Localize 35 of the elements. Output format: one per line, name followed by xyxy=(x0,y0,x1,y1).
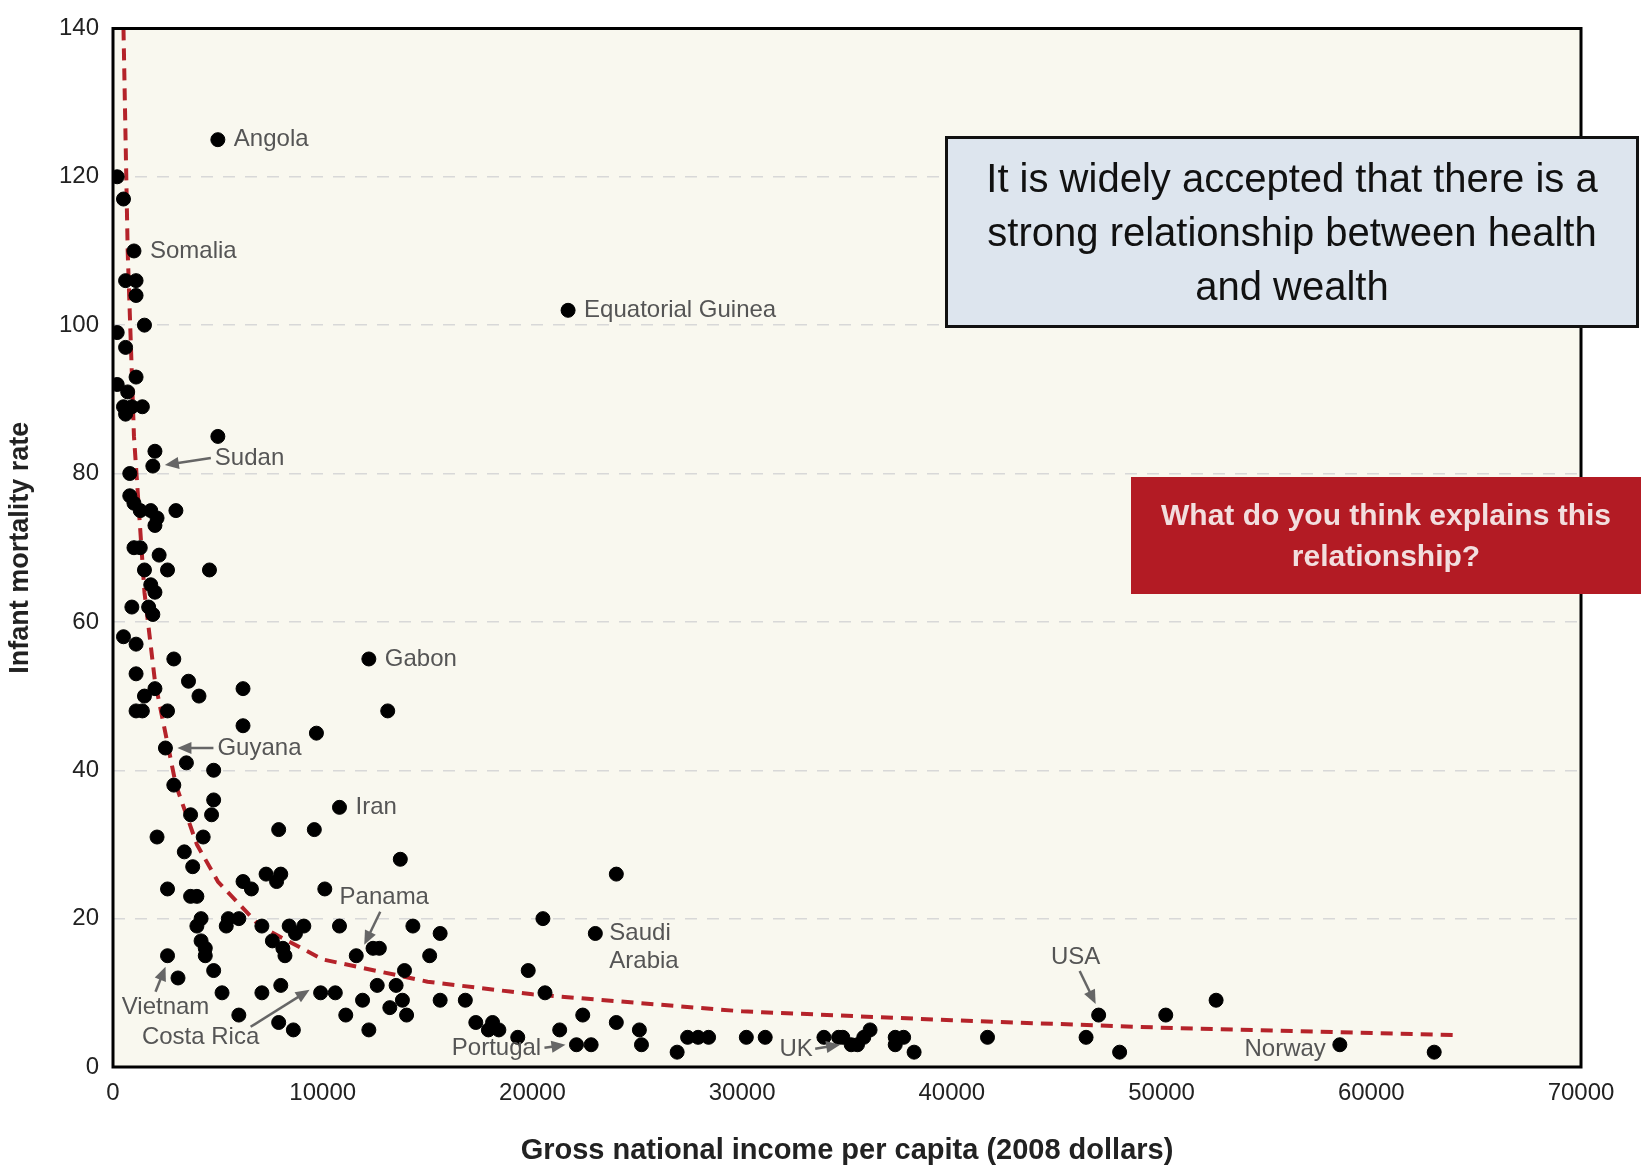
y-tick-label: 40 xyxy=(72,754,99,782)
x-tick-label: 0 xyxy=(106,1078,120,1106)
annotation: Somalia xyxy=(149,235,238,263)
annotation: What do you think explains this relationship? xyxy=(1131,477,1641,594)
annotation: Guyana xyxy=(217,732,303,760)
x-tick-label: 20000 xyxy=(499,1078,566,1106)
y-tick-label: 0 xyxy=(85,1051,99,1079)
y-tick-label: 80 xyxy=(72,458,99,486)
annotation: Saudi Arabia xyxy=(609,918,680,974)
annotation: Gabon xyxy=(384,643,457,671)
annotation: Costa Rica xyxy=(141,1022,260,1050)
annotation: Sudan xyxy=(214,442,285,470)
y-axis-title: Infant mortality rate xyxy=(3,421,34,674)
annotation: Iran xyxy=(355,791,397,819)
annotation: UK xyxy=(779,1034,813,1062)
y-tick-label: 60 xyxy=(72,606,99,634)
annotation: Equatorial Guinea xyxy=(584,294,777,322)
annotation: Vietnam xyxy=(121,992,210,1020)
y-tick-label: 140 xyxy=(58,13,99,41)
x-tick-label: 70000 xyxy=(1547,1078,1615,1106)
x-tick-label: 50000 xyxy=(1128,1078,1195,1106)
x-tick-label: 60000 xyxy=(1337,1078,1405,1106)
y-tick-label: 100 xyxy=(58,309,99,337)
y-tick-label: 120 xyxy=(58,161,99,189)
y-tick-label: 20 xyxy=(72,903,99,931)
x-tick-label: 30000 xyxy=(708,1078,776,1106)
annotation: Portugal xyxy=(451,1033,542,1061)
annotation: Angola xyxy=(233,124,310,152)
annotation: Panama xyxy=(339,882,430,910)
x-tick-label: 40000 xyxy=(918,1078,986,1106)
annotation: It is widely accepted that there is a strong relationship between health and wealth xyxy=(945,136,1639,328)
annotation: USA xyxy=(1050,941,1101,969)
x-axis-title: Gross national income per capita (2008 dollars) xyxy=(520,1132,1174,1165)
x-tick-label: 10000 xyxy=(289,1078,357,1106)
annotation: Norway xyxy=(1244,1034,1326,1062)
